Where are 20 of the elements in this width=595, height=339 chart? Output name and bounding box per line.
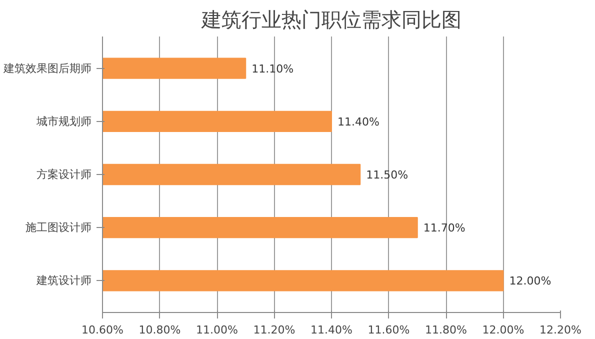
x-tick-label: 11.40%: [310, 324, 352, 336]
x-tick-label: 10.60%: [82, 324, 124, 336]
x-tick-label: 11.60%: [368, 324, 410, 336]
y-tick-label: 城市规划师: [36, 114, 92, 128]
chart-title: 建筑行业热门职位需求同比图: [200, 8, 462, 32]
x-tick-label: 11.20%: [253, 324, 296, 336]
y-tick-label: 方案设计师: [36, 168, 92, 181]
y-tick-label: 建筑设计师: [36, 274, 92, 288]
data-label: 11.70%: [423, 222, 466, 235]
data-label: 12.00%: [509, 274, 552, 288]
x-tick-label: 11.80%: [425, 324, 467, 336]
y-tick-label: 施工图设计师: [26, 221, 92, 234]
x-tick-label: 12.20%: [540, 324, 582, 336]
x-tick-label: 10.80%: [138, 324, 181, 336]
data-label: 11.10%: [252, 62, 294, 76]
x-tick-label: 11.00%: [196, 324, 238, 336]
y-tick-label: 建筑效果图后期师: [2, 62, 92, 75]
data-label: 11.40%: [338, 115, 380, 128]
data-label: 11.50%: [366, 168, 408, 182]
x-tick-label: 12.00%: [482, 324, 524, 336]
